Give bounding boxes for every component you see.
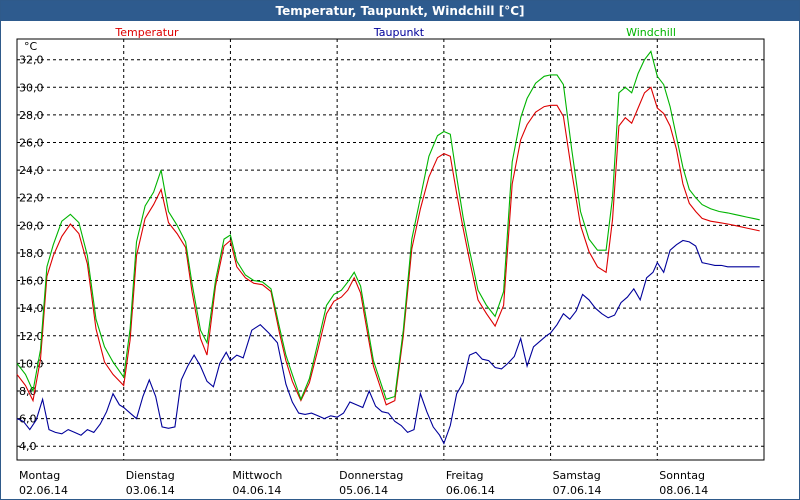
chart-title: Temperatur, Taupunkt, Windchill [°C] — [1, 1, 799, 21]
legend-temperatur: Temperatur — [114, 26, 179, 39]
y-tick-label: 30,0 — [19, 81, 44, 94]
x-tick-date: 03.06.14 — [126, 484, 175, 497]
x-tick-weekday: Samstag — [553, 469, 601, 482]
plot-area — [16, 38, 765, 461]
series-line-taupunkt — [16, 239, 760, 445]
legend-taupunkt: Taupunkt — [373, 26, 425, 39]
x-tick-date: 08.06.14 — [659, 484, 708, 497]
x-tick-date: 04.06.14 — [232, 484, 281, 497]
x-tick-weekday: Donnerstag — [339, 469, 403, 482]
y-tick-label: 32,0 — [19, 54, 44, 67]
y-tick-label: 6,0 — [19, 413, 37, 426]
x-tick-weekday: Mittwoch — [232, 469, 282, 482]
x-tick-date: 02.06.14 — [19, 484, 68, 497]
x-tick-date: 05.06.14 — [339, 484, 388, 497]
x-tick-weekday: Dienstag — [126, 469, 175, 482]
gridlines — [17, 39, 764, 460]
y-tick-label: 14,0 — [19, 302, 44, 315]
series-line-windchill — [16, 50, 760, 401]
y-tick-label: 24,0 — [19, 164, 44, 177]
y-tick-label: 16,0 — [19, 275, 44, 288]
y-tick-label: 22,0 — [19, 192, 44, 205]
x-tick-weekday: Montag — [19, 469, 60, 482]
y-tick-label: 20,0 — [19, 219, 44, 232]
y-axis-unit: °C — [24, 40, 38, 53]
x-axis: Montag 02.06.14 Dienstag 03.06.14 Mittwoch 04… — [19, 469, 708, 497]
legend-windchill: Windchill — [626, 26, 676, 39]
y-tick-label: 12,0 — [19, 330, 44, 343]
y-tick-label: 4,0 — [19, 440, 37, 453]
y-tick-label: 18,0 — [19, 247, 44, 260]
y-tick-label: 28,0 — [19, 109, 44, 122]
legend: Temperatur Taupunkt Windchill — [114, 26, 676, 39]
series-lines — [16, 50, 760, 445]
x-tick-weekday: Freitag — [446, 469, 484, 482]
x-tick-date: 06.06.14 — [446, 484, 495, 497]
x-tick-weekday: Sonntag — [659, 469, 705, 482]
y-axis: 4,06,08,010,012,014,016,018,020,022,024,… — [19, 40, 44, 453]
series-line-temperatur — [16, 86, 760, 406]
x-tick-date: 07.06.14 — [553, 484, 602, 497]
y-tick-label: 26,0 — [19, 137, 44, 150]
